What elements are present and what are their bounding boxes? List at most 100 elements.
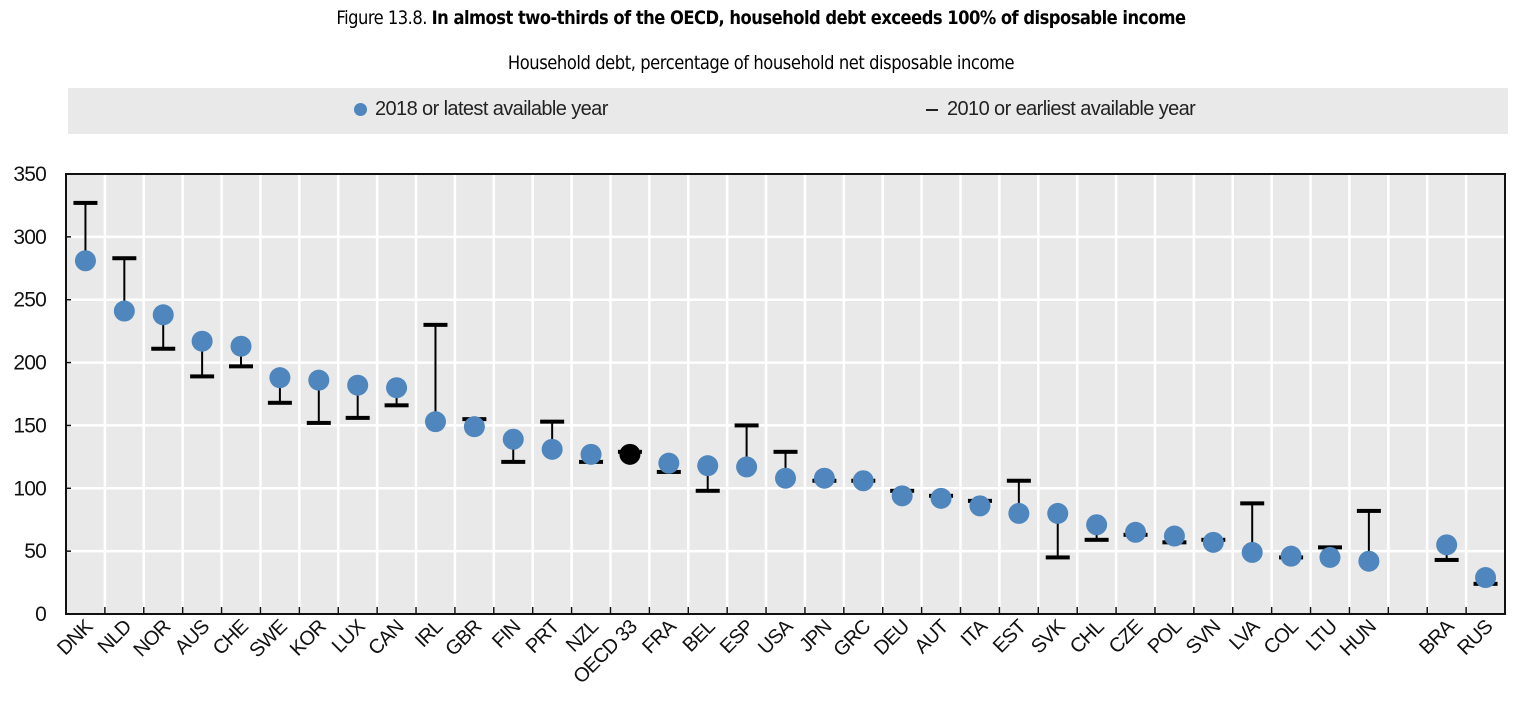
latest-point: [424, 411, 446, 433]
x-tick-label: SVK: [1027, 615, 1070, 658]
x-tick-label: SVN: [1182, 616, 1225, 659]
latest-point: [347, 374, 369, 396]
latest-point: [308, 369, 330, 391]
plot-frame: [65, 173, 1506, 615]
y-tick-label: 0: [35, 603, 46, 626]
earliest-marker: [190, 374, 215, 379]
latest-point: [230, 335, 252, 357]
latest-point: [1436, 534, 1458, 556]
latest-point: [1047, 502, 1069, 524]
chart-subtitle: Household debt, percentage of household …: [507, 52, 1015, 74]
x-tick-label: LVA: [1225, 615, 1265, 655]
x-tick-label: CZE: [1105, 616, 1147, 658]
x-tick-label: JPN: [795, 616, 836, 657]
latest-point: [1125, 521, 1147, 543]
latest-point: [658, 452, 680, 474]
latest-point: [1280, 545, 1302, 567]
earliest-marker: [73, 200, 98, 205]
x-tick-label: BRA: [1415, 615, 1459, 659]
x-tick-label: RUS: [1453, 616, 1497, 660]
x-tick-label: ESP: [716, 616, 758, 658]
latest-point: [1241, 541, 1263, 563]
oecd-average-point: [619, 443, 641, 465]
x-tick-label: DEU: [870, 616, 914, 660]
earliest-marker: [695, 488, 720, 493]
x-tick-label: LTU: [1302, 616, 1342, 656]
latest-point: [1163, 525, 1185, 547]
x-tick-label: SWE: [245, 616, 291, 662]
legend-label-latest: 2018 or latest available year: [375, 98, 608, 120]
latest-point: [386, 377, 408, 399]
latest-point: [1086, 514, 1108, 536]
earliest-marker: [1434, 557, 1459, 562]
x-tick-label: CHE: [209, 616, 253, 660]
latest-point: [1008, 502, 1030, 524]
earliest-marker: [734, 423, 759, 428]
y-tick-label: 350: [13, 163, 46, 186]
earliest-marker: [1356, 508, 1381, 513]
x-tick-label: AUT: [910, 616, 953, 659]
chart-title: Figure 13.8. In almost two-thirds of the…: [107, 7, 1416, 29]
earliest-marker: [1045, 555, 1070, 560]
latest-point: [191, 330, 213, 352]
latest-point: [930, 487, 952, 509]
earliest-marker: [306, 420, 331, 425]
dot-icon: [354, 103, 367, 116]
latest-point: [74, 250, 96, 272]
latest-point: [852, 470, 874, 492]
earliest-marker: [267, 400, 292, 405]
earliest-marker: [151, 346, 176, 351]
earliest-marker: [501, 459, 526, 464]
earliest-marker: [112, 256, 137, 261]
earliest-marker: [229, 364, 254, 369]
y-tick-label: 250: [13, 289, 46, 312]
latest-point: [152, 304, 174, 326]
x-tick-label: USA: [754, 615, 798, 659]
x-tick-label: EST: [989, 616, 1031, 658]
earliest-marker: [1006, 478, 1031, 483]
latest-point: [1358, 550, 1380, 572]
x-tick-label: CAN: [364, 616, 408, 660]
y-tick-label: 300: [13, 226, 46, 249]
x-tick-label: COL: [1260, 616, 1303, 659]
legend-label-earliest: 2010 or earliest available year: [947, 98, 1196, 120]
earliest-marker: [1240, 501, 1265, 506]
x-tick-label: GBR: [441, 616, 486, 661]
y-tick-label: 200: [13, 352, 46, 375]
y-tick-label: 100: [13, 477, 46, 500]
latest-point: [502, 428, 524, 450]
earliest-marker: [1084, 537, 1109, 542]
x-tick-label: CHL: [1066, 616, 1109, 659]
x-tick-label: FIN: [488, 616, 525, 653]
x-tick-label: LUX: [328, 616, 370, 658]
dash-icon: [926, 108, 938, 111]
plot-background: [66, 174, 1505, 614]
x-tick-label: BEL: [679, 616, 720, 657]
x-tick-label: FRA: [638, 615, 681, 658]
legend: 2018 or latest available year 2010 or ea…: [68, 88, 1508, 134]
x-tick-label: PRT: [522, 616, 564, 658]
latest-point: [1319, 546, 1341, 568]
latest-point: [697, 455, 719, 477]
x-tick-label: NOR: [129, 616, 175, 662]
latest-point: [813, 467, 835, 489]
x-tick-label: POL: [1144, 616, 1187, 659]
latest-point: [969, 495, 991, 517]
legend-item-latest: 2018 or latest available year: [354, 98, 608, 121]
earliest-marker: [423, 322, 448, 327]
earliest-marker: [540, 419, 565, 424]
latest-point: [269, 367, 291, 389]
x-tick-label: KOR: [286, 616, 331, 661]
latest-point: [736, 456, 758, 478]
latest-point: [775, 467, 796, 489]
latest-point: [541, 438, 563, 460]
latest-point: [1202, 531, 1224, 553]
y-tick-label: 50: [24, 540, 46, 563]
latest-point: [891, 485, 913, 507]
y-tick-label: 150: [13, 414, 46, 437]
x-tick-label: NLD: [94, 616, 136, 658]
earliest-marker: [345, 415, 370, 420]
latest-point: [580, 443, 602, 465]
earliest-marker: [773, 449, 798, 454]
x-tick-label: ITA: [957, 615, 993, 651]
